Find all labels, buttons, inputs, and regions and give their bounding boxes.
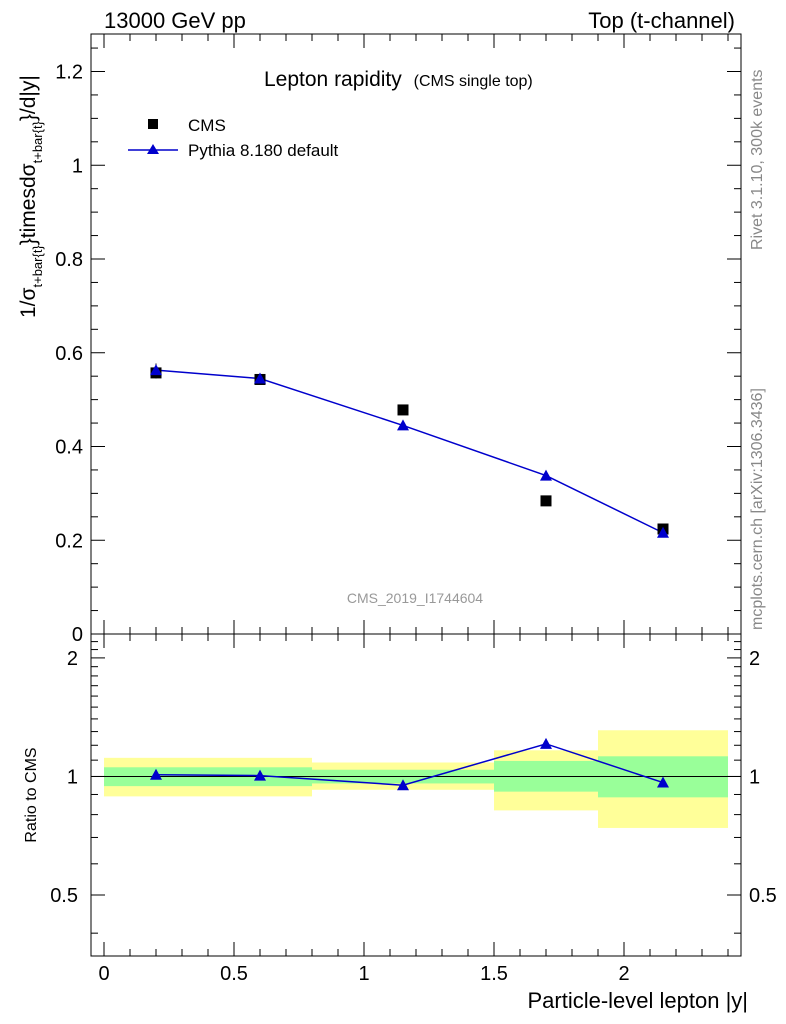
legend-label-cms: CMS [188, 116, 226, 135]
legend-marker-pythia [147, 144, 159, 154]
main-y-tick-label: 0.4 [55, 437, 83, 459]
ratio-y-tick-label: 2 [67, 648, 78, 670]
main-y-tick-label: 0.8 [55, 249, 83, 271]
chart-title-main: Lepton rapidity [264, 68, 402, 91]
legend-marker-cms [148, 119, 158, 129]
x-axis-label: Particle-level lepton |y| [527, 988, 748, 1013]
header-right-label: Top (t-channel) [588, 8, 735, 33]
main-y-label-main: 1/σ [17, 287, 40, 318]
legend-label-pythia: Pythia 8.180 default [188, 141, 339, 160]
ratio-pythia-point [397, 779, 409, 791]
main-y-tick-label: 0.2 [55, 530, 83, 552]
main-y-axis-label: 1/σt+bar{t}}timesdσt+bar{t}}/d|y| [17, 75, 45, 318]
pythia-data-point [540, 469, 552, 481]
chart-title-sub: (CMS single top) [414, 73, 533, 90]
x-tick-label: 2 [618, 963, 629, 985]
cms-data-point [540, 495, 552, 507]
pythia-data-point [657, 526, 669, 538]
main-y-tick-label: 0 [72, 624, 83, 646]
legend: CMS Pythia 8.180 default [128, 116, 339, 160]
x-tick-label: 0.5 [220, 963, 248, 985]
x-tick-label: 1 [358, 963, 369, 985]
rivet-version-label: Rivet 3.1.10, 300k events [749, 69, 766, 250]
main-y-tick-label: 0.6 [55, 343, 83, 365]
chart-title: Lepton rapidity (CMS single top) [264, 68, 533, 91]
main-y-label-mid: }timesdσ [17, 163, 40, 245]
ratio-y-tick-label: 0.5 [50, 885, 78, 907]
x-tick-label: 1.5 [480, 963, 508, 985]
main-y-label-end: }/d|y| [17, 75, 40, 121]
main-axis-ticks: 0 0.2 0.4 0.6 0.8 1 1.2 [55, 34, 741, 646]
cms-data-point [397, 404, 409, 416]
ratio-panel-bands [91, 730, 741, 828]
ratio-pythia-point [540, 737, 552, 749]
pythia-line [155, 369, 664, 534]
ratio-pythia-point [657, 776, 669, 788]
pythia-data-point [397, 419, 409, 431]
pythia-data-point [254, 372, 266, 384]
main-y-label-sub2: t+bar{t} [30, 120, 45, 163]
ratio-plot-marks [150, 737, 669, 791]
ratio-y-tick-label-right: 1 [749, 766, 760, 788]
main-y-label-sub1: t+bar{t} [30, 245, 45, 288]
main-y-tick-label: 1 [72, 155, 83, 177]
main-plot-marks [150, 363, 669, 538]
main-y-tick-label: 1.2 [55, 62, 83, 84]
x-tick-label: 0 [98, 963, 109, 985]
ratio-pythia-point [150, 768, 162, 780]
ratio-pythia-point [254, 769, 266, 781]
ratio-y-tick-label-right: 2 [749, 648, 760, 670]
ratio-axis-ticks: 0.5 0.5 1 1 2 2 0 0.5 1 1.5 2 [50, 634, 777, 985]
header-left-label: 13000 GeV pp [104, 8, 246, 33]
ratio-y-tick-label-right: 0.5 [749, 885, 777, 907]
ratio-y-axis-label: Ratio to CMS [23, 747, 40, 842]
mcplots-label: mcplots.cern.ch [arXiv:1306.3436] [749, 388, 766, 630]
ratio-y-tick-label: 1 [67, 766, 78, 788]
pythia-data-point [150, 364, 162, 376]
analysis-watermark: CMS_2019_I1744604 [347, 590, 483, 606]
